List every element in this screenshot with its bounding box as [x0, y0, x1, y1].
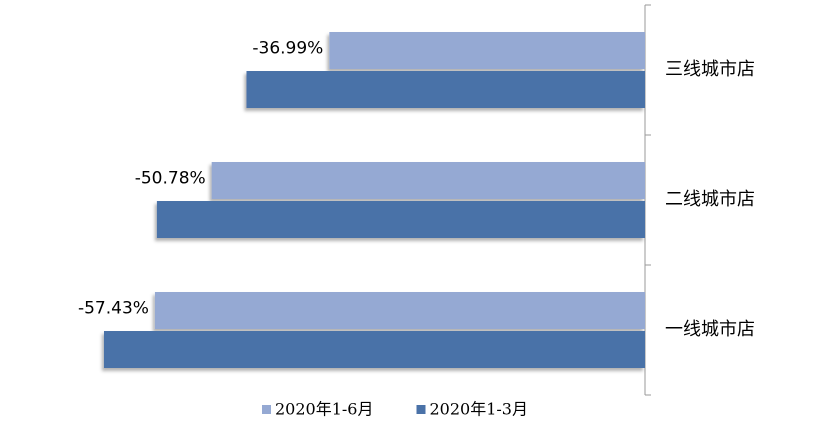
- legend-swatch: [416, 405, 426, 414]
- bar: [246, 71, 645, 108]
- bar: [154, 292, 645, 329]
- category-label: 一线城市店: [665, 319, 755, 340]
- legend-label: 2020年1-6月: [275, 400, 374, 419]
- data-label: -50.78%: [135, 169, 206, 189]
- data-label: -36.99%: [252, 39, 323, 59]
- category-label: 三线城市店: [665, 59, 755, 80]
- data-label: -57.43%: [78, 299, 149, 319]
- bar: [156, 201, 646, 238]
- bar: [211, 162, 645, 199]
- legend-label: 2020年1-3月: [430, 400, 529, 419]
- category-label: 二线城市店: [665, 189, 755, 210]
- legend-swatch: [262, 405, 271, 414]
- bar: [329, 32, 645, 69]
- bar: [103, 331, 645, 368]
